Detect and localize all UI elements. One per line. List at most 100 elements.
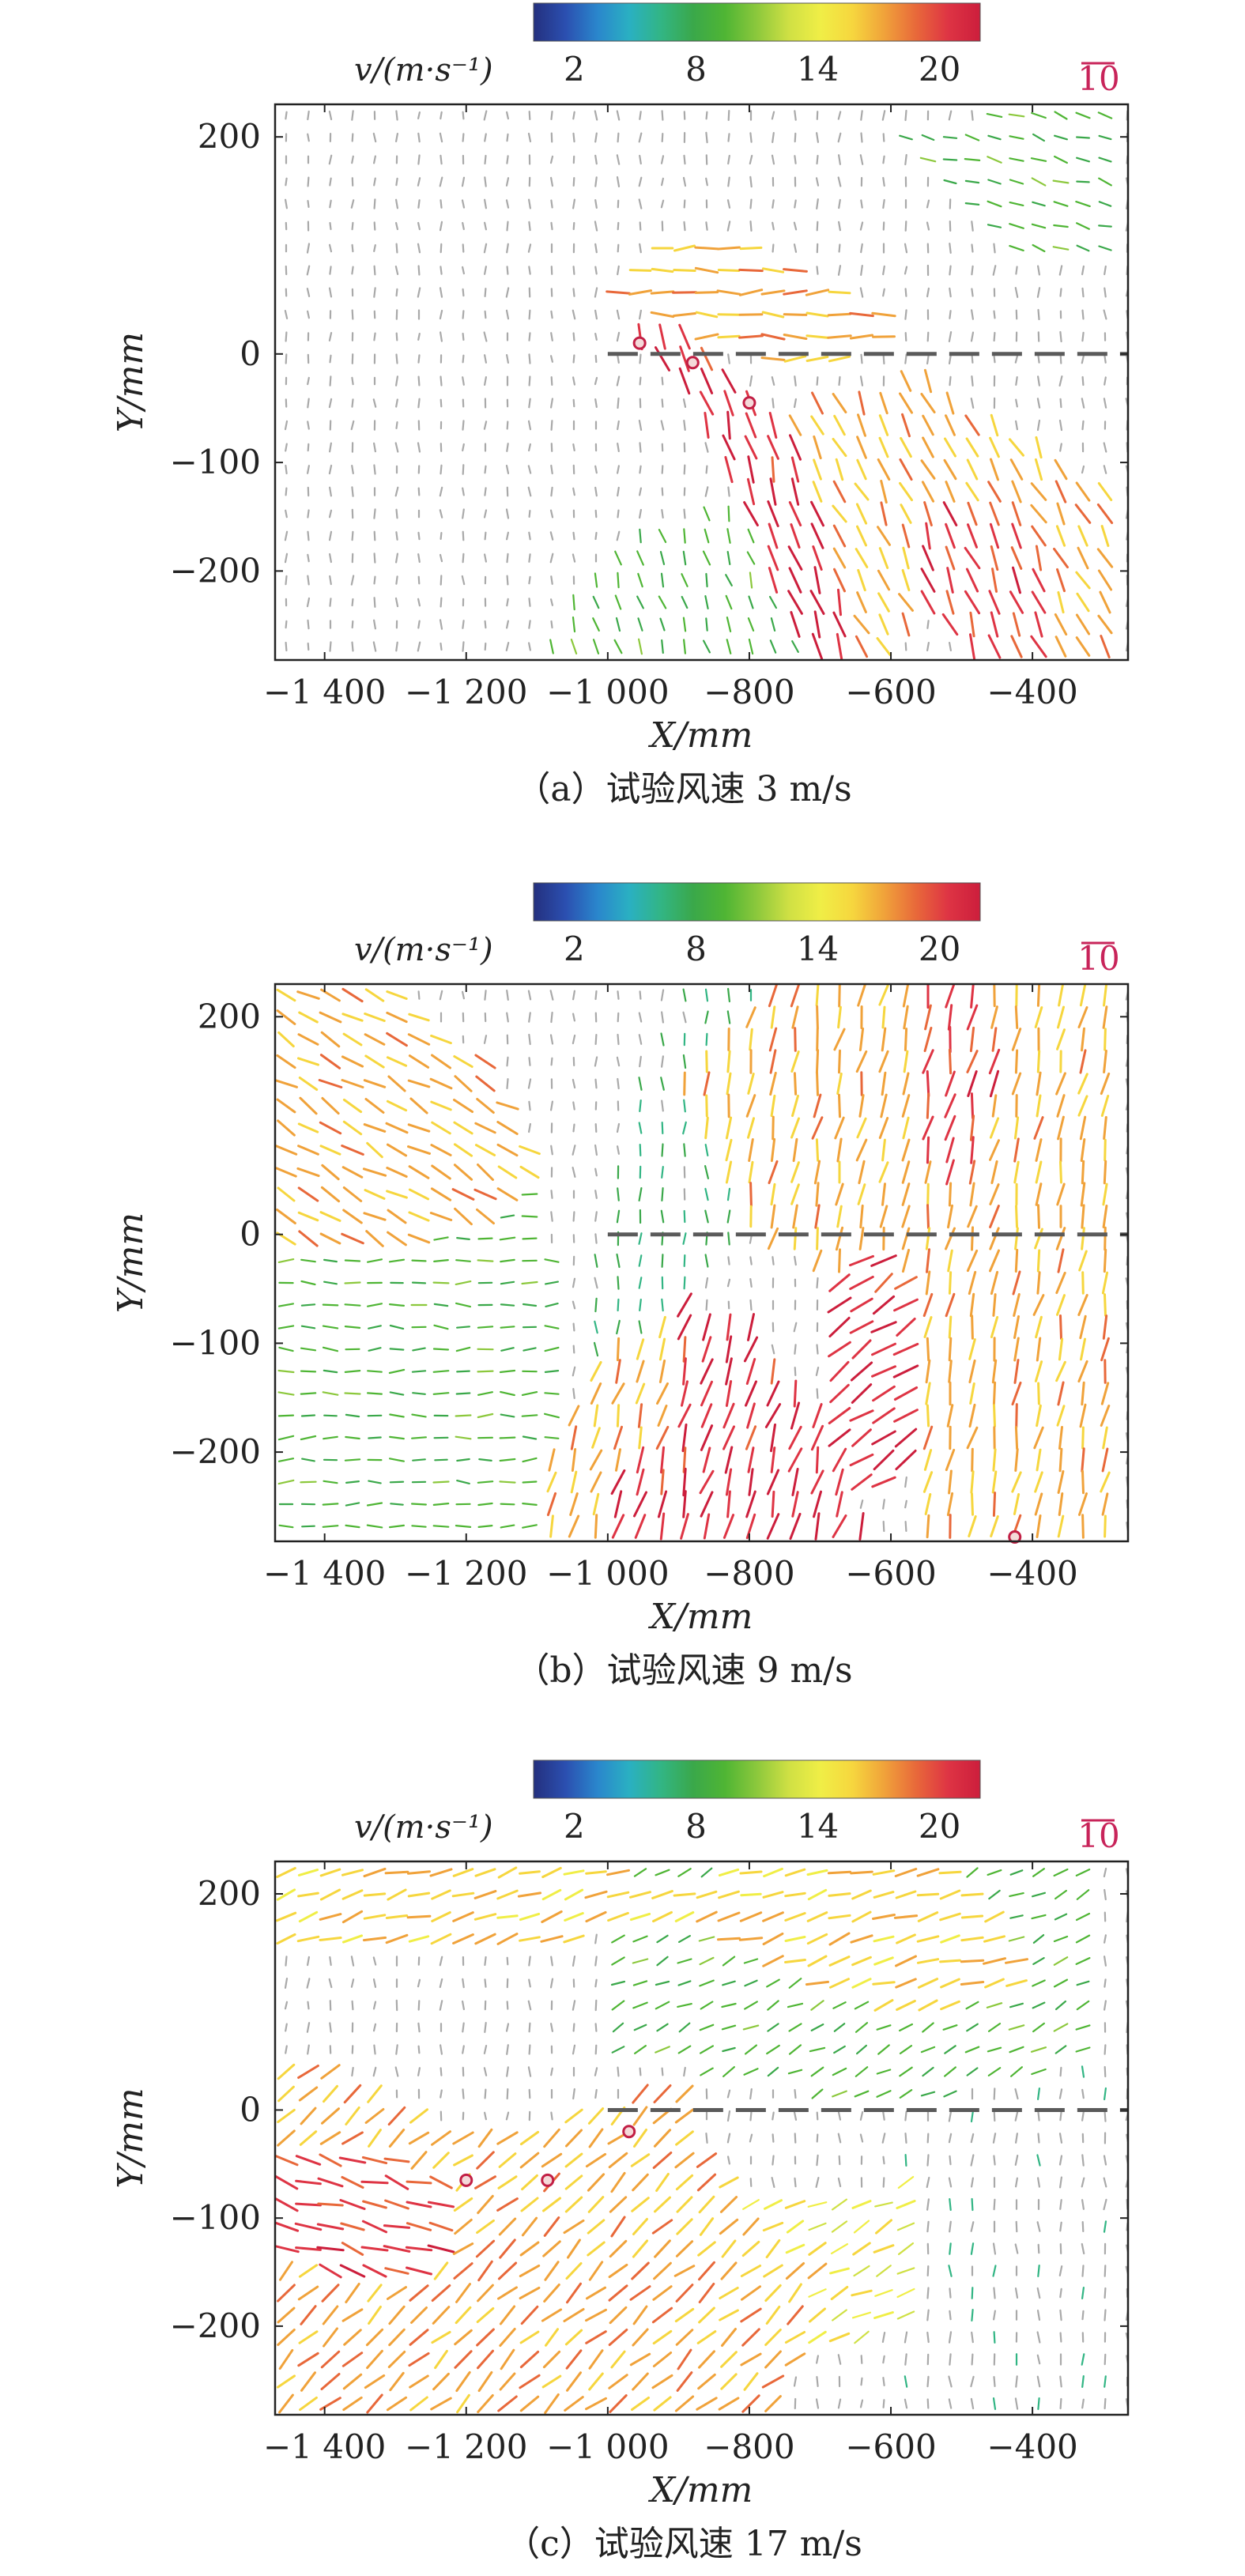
- vector: [462, 530, 465, 541]
- vector: [805, 334, 829, 339]
- vector: [970, 2154, 975, 2167]
- vector: [1081, 353, 1085, 364]
- vector: [341, 1055, 364, 1068]
- vector: [363, 1212, 387, 1221]
- vector: [1103, 2000, 1107, 2011]
- vector: [307, 200, 310, 208]
- vector: [615, 1359, 621, 1384]
- vector: [611, 1934, 625, 1944]
- vector: [851, 1978, 872, 1989]
- vector: [744, 2001, 758, 2010]
- vector: [858, 1028, 865, 1051]
- vector: [299, 1096, 318, 1115]
- vector: [594, 243, 598, 254]
- vector: [284, 2001, 289, 2010]
- vector: [832, 1514, 847, 1538]
- vector: [971, 1492, 974, 1516]
- vector: [499, 1458, 516, 1462]
- vector: [770, 1137, 776, 1163]
- vector: [971, 2353, 974, 2366]
- vector: [611, 1514, 625, 1539]
- vector: [364, 1098, 385, 1114]
- vector: [617, 1077, 620, 1090]
- vector: [740, 2265, 762, 2277]
- vector: [882, 288, 885, 297]
- vector: [772, 2155, 775, 2166]
- vector: [307, 619, 310, 630]
- vector: [497, 2395, 518, 2412]
- vector: [307, 398, 310, 409]
- vector: [765, 2306, 781, 2325]
- vector: [1036, 375, 1041, 387]
- vector: [1058, 1337, 1064, 1361]
- vector: [764, 2395, 782, 2412]
- vector: [300, 1392, 317, 1395]
- vector: [323, 1258, 338, 1263]
- vector: [1053, 224, 1069, 228]
- vector: [484, 310, 487, 319]
- vector: [1036, 287, 1041, 298]
- vector: [813, 566, 821, 594]
- vector: [329, 375, 332, 387]
- y-tick-label: 0: [240, 1215, 261, 1254]
- vector: [477, 2260, 493, 2282]
- vector: [431, 1889, 451, 1900]
- vector: [947, 1204, 953, 1229]
- vector: [1036, 1094, 1042, 1118]
- vector: [411, 1413, 427, 1418]
- vector: [351, 376, 354, 386]
- vector: [768, 1027, 778, 1052]
- vector: [743, 2068, 759, 2076]
- vector: [767, 2000, 779, 2011]
- vector: [594, 199, 598, 209]
- vector: [1103, 442, 1107, 453]
- vector: [1032, 2001, 1046, 2009]
- vector: [790, 1161, 800, 1183]
- vector: [696, 1890, 718, 1899]
- vector: [372, 641, 377, 652]
- vector: [496, 1889, 519, 1900]
- vector: [1036, 2154, 1041, 2167]
- vector: [901, 1160, 911, 1184]
- vector: [1104, 1514, 1107, 1538]
- vector: [658, 1315, 666, 1339]
- vector: [904, 332, 907, 341]
- vector: [831, 2198, 848, 2211]
- vector: [816, 154, 819, 165]
- vector: [948, 1271, 953, 1295]
- vector: [948, 1337, 953, 1362]
- vector: [673, 2265, 696, 2277]
- vector: [762, 2221, 784, 2232]
- vector: [329, 553, 332, 564]
- vector: [345, 1435, 360, 1440]
- vector: [726, 2110, 731, 2122]
- vector: [1081, 2088, 1085, 2099]
- vector: [616, 110, 621, 121]
- vector: [966, 1004, 979, 1031]
- vector: [1081, 2265, 1085, 2277]
- vector: [661, 398, 664, 408]
- vector: [550, 1057, 553, 1066]
- vector: [373, 464, 376, 475]
- vector: [389, 1524, 405, 1529]
- vector: [770, 1094, 776, 1118]
- vector: [857, 413, 866, 437]
- vector: [771, 111, 775, 120]
- vector: [528, 1100, 531, 1111]
- vector: [277, 2085, 295, 2103]
- vector: [853, 614, 870, 635]
- vector: [301, 1458, 315, 1462]
- vector: [638, 508, 643, 519]
- vector: [617, 442, 620, 453]
- vector: [678, 2022, 691, 2033]
- vector: [572, 487, 575, 496]
- vector: [344, 1369, 361, 1374]
- vector: [318, 1079, 343, 1088]
- vector-field: [275, 984, 1128, 1541]
- vector: [417, 265, 421, 276]
- vector: [1032, 1934, 1045, 1944]
- vector: [661, 1121, 664, 1135]
- vector: [1013, 1116, 1020, 1140]
- vector: [965, 2001, 979, 2010]
- vector: [1098, 157, 1112, 163]
